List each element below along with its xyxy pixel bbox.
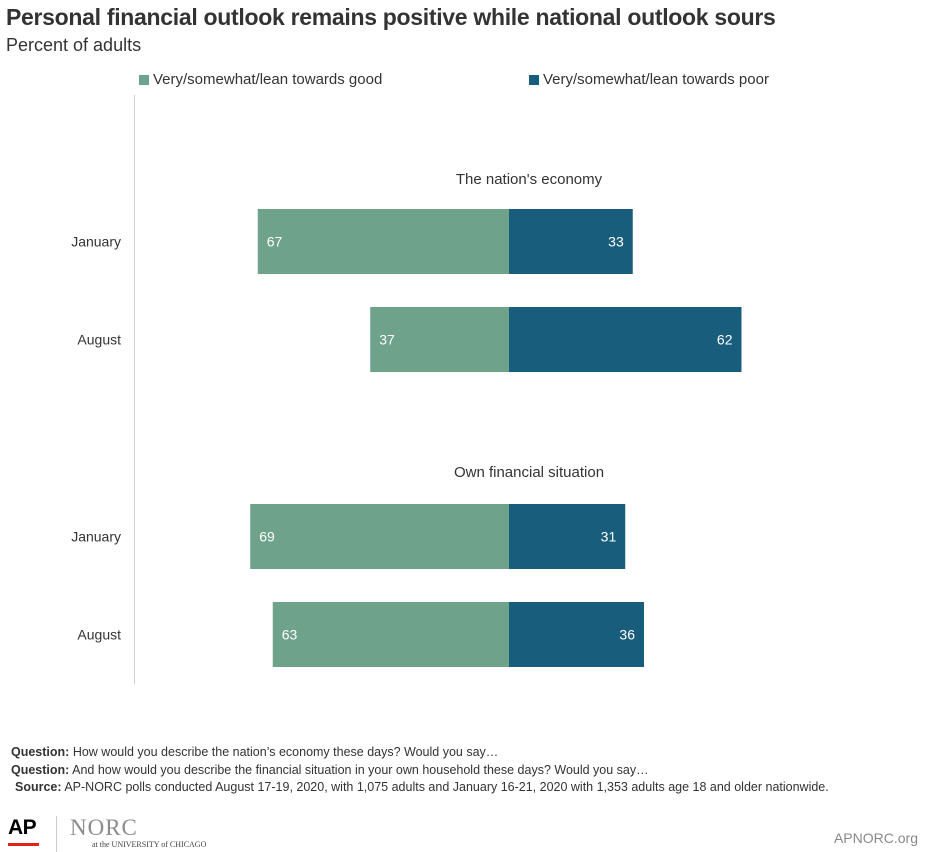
note-text: AP-NORC polls conducted August 17-19, 20…: [61, 780, 829, 794]
bar-good: [250, 504, 509, 569]
legend-item-poor: Very/somewhat/lean towards poor: [529, 71, 769, 88]
data-label-poor: 33: [608, 234, 624, 250]
panel-title: The nation's economy: [456, 171, 603, 188]
data-label-poor: 31: [601, 529, 617, 545]
ap-logo-underline: [8, 843, 39, 846]
note-question-2: Question: And how would you describe the…: [11, 762, 829, 780]
category-label: January: [71, 234, 121, 250]
category-label: August: [77, 332, 121, 348]
note-text: And how would you describe the financial…: [69, 762, 649, 777]
data-label-good: 69: [259, 529, 275, 545]
legend-label-poor: Very/somewhat/lean towards poor: [543, 71, 769, 88]
bar-poor: [509, 504, 626, 569]
bar-good: [370, 307, 509, 372]
bar-good: [272, 602, 509, 667]
data-label-good: 37: [379, 332, 395, 348]
legend-swatch-poor: [529, 74, 539, 85]
legend-swatch-good: [139, 74, 149, 85]
logo-divider: [56, 816, 57, 852]
bar-poor: [509, 307, 742, 372]
note-label: Question:: [11, 762, 70, 777]
note-label: Source:: [15, 780, 62, 794]
chart-notes: Question: How would you describe the nat…: [11, 744, 829, 797]
bar-poor: [509, 602, 644, 667]
norc-logo-subtitle: at the UNIVERSITY of CHICAGO: [92, 840, 207, 849]
note-text: How would you describe the nation’s econ…: [69, 745, 499, 759]
norc-logo: NORC: [70, 815, 138, 840]
category-label: August: [77, 627, 121, 643]
panel-title: Own financial situation: [454, 464, 604, 481]
legend-item-good: Very/somewhat/lean towards good: [139, 71, 382, 88]
legend: Very/somewhat/lean towards good Very/som…: [0, 71, 925, 91]
category-label: January: [71, 529, 121, 545]
chart-subtitle: Percent of adults: [6, 35, 142, 55]
site-url: APNORC.org: [833, 830, 918, 846]
data-label-good: 67: [267, 234, 283, 250]
bar-poor: [509, 209, 633, 274]
note-question-1: Question: How would you describe the nat…: [11, 744, 829, 762]
note-source: Source: AP-NORC polls conducted August 1…: [11, 779, 829, 797]
data-label-good: 63: [282, 627, 298, 643]
data-label-poor: 62: [717, 332, 733, 348]
ap-logo: AP: [8, 816, 37, 839]
note-label: Question:: [11, 745, 70, 759]
diverging-bar-chart: The nation's economy January 67 33 August 37 6…: [71, 95, 742, 684]
legend-label-good: Very/somewhat/lean towards good: [153, 71, 383, 88]
data-label-poor: 36: [619, 627, 635, 643]
chart-title: Personal financial outlook remains posit…: [6, 4, 776, 30]
bar-good: [257, 209, 509, 274]
